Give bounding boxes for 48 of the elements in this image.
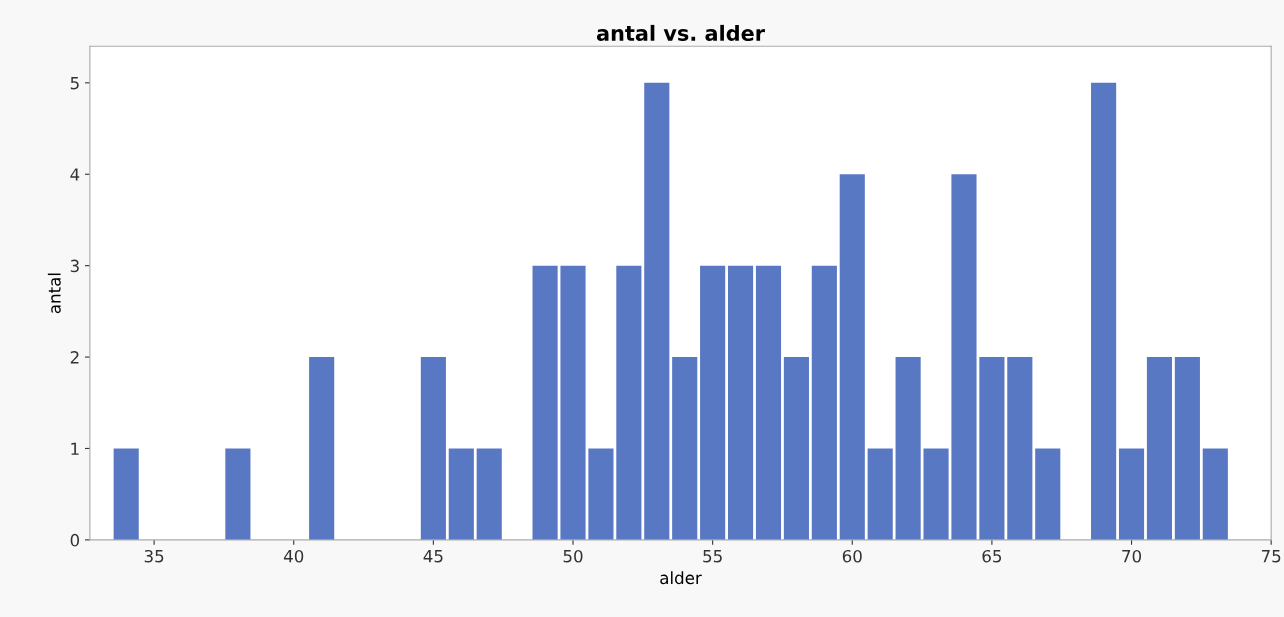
- y-tick-label: 2: [70, 351, 79, 364]
- bar: [1174, 357, 1200, 540]
- bar: [532, 265, 558, 540]
- bar: [448, 448, 474, 540]
- bar: [895, 357, 921, 540]
- bar: [588, 448, 614, 540]
- bar: [951, 174, 977, 540]
- x-tick-label: 75: [1261, 550, 1281, 563]
- bar: [420, 357, 446, 540]
- x-tick-label: 45: [423, 550, 443, 563]
- x-tick-label: 35: [144, 549, 164, 563]
- bar: [727, 265, 754, 540]
- y-tick-label: 5: [70, 77, 79, 90]
- bar: [476, 448, 502, 540]
- bar: [1202, 448, 1228, 540]
- y-axis-title: antal: [47, 273, 61, 314]
- chart-title: antal vs. alder: [596, 24, 765, 42]
- bar: [1035, 448, 1061, 540]
- y-tick-label: 1: [71, 442, 79, 455]
- bar: [1146, 357, 1173, 540]
- y-tick-label: 3: [70, 259, 79, 273]
- y-tick-label: 0: [70, 533, 80, 547]
- bar: [113, 448, 139, 540]
- bar: [700, 265, 726, 540]
- bar: [1118, 448, 1145, 540]
- bar: [839, 174, 865, 540]
- x-tick-label: 65: [982, 549, 1002, 563]
- x-tick-label: 60: [842, 549, 862, 563]
- bar: [783, 357, 809, 540]
- x-axis-title: alder: [660, 571, 702, 585]
- x-tick-label: 50: [563, 549, 583, 563]
- bar: [1007, 357, 1033, 540]
- bar: [923, 448, 949, 540]
- bar: [309, 357, 335, 540]
- bar: [644, 82, 670, 540]
- x-tick-label: 55: [703, 550, 722, 563]
- x-tick-label: 40: [283, 549, 304, 563]
- bar: [1091, 82, 1117, 540]
- y-tick-label: 4: [70, 168, 80, 181]
- x-tick-label: 70: [1122, 549, 1142, 563]
- bar: [672, 357, 698, 540]
- bar: [225, 448, 251, 540]
- bar: [811, 265, 837, 540]
- bar: [867, 448, 893, 540]
- bar: [755, 265, 782, 540]
- bar: [560, 265, 586, 540]
- bar: [616, 265, 642, 540]
- bar: [979, 357, 1005, 540]
